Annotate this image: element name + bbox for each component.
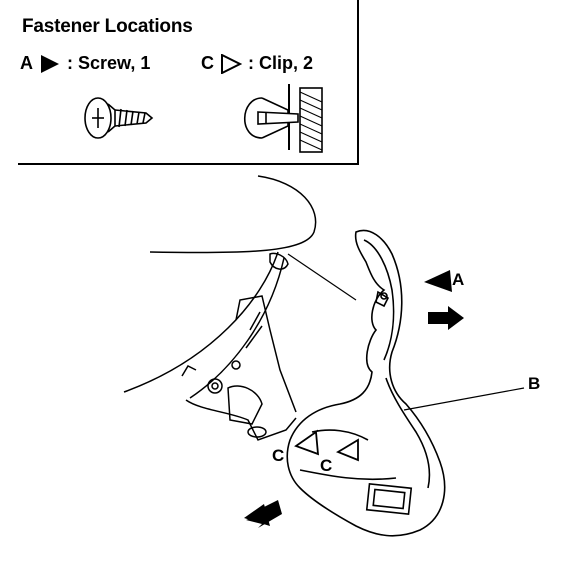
clip-marker-icon-1 <box>294 430 320 456</box>
clip-marker-icon-2 <box>335 438 359 462</box>
legend-clip: C : Clip, 2 <box>201 53 313 74</box>
legend-screw-key: A <box>20 53 33 73</box>
callout-b: B <box>528 374 541 393</box>
legend-screw-label: : Screw, 1 <box>67 53 151 73</box>
callout-a: A <box>452 270 465 289</box>
legend-frame-right <box>357 0 359 164</box>
clip-icon <box>243 84 323 153</box>
trim-panel <box>286 229 446 537</box>
arrow-icon-down-head <box>244 504 270 526</box>
legend-screw: A : Screw, 1 <box>20 53 150 74</box>
callout-c-1: C <box>272 446 285 465</box>
filled-triangle-icon <box>41 54 59 73</box>
legend-clip-label: : Clip, 2 <box>248 53 314 73</box>
leader-lines <box>287 253 525 441</box>
outline-triangle-icon <box>221 53 242 74</box>
screw-marker-icon <box>424 270 452 292</box>
callout-c-2: C <box>320 456 333 475</box>
legend-frame-bottom <box>18 163 359 165</box>
dashboard-outline <box>123 175 317 441</box>
screw-icon <box>84 97 154 139</box>
page-title: Fastener Locations <box>22 16 193 37</box>
arrow-icon <box>428 306 464 330</box>
legend-clip-key: C <box>201 53 214 73</box>
